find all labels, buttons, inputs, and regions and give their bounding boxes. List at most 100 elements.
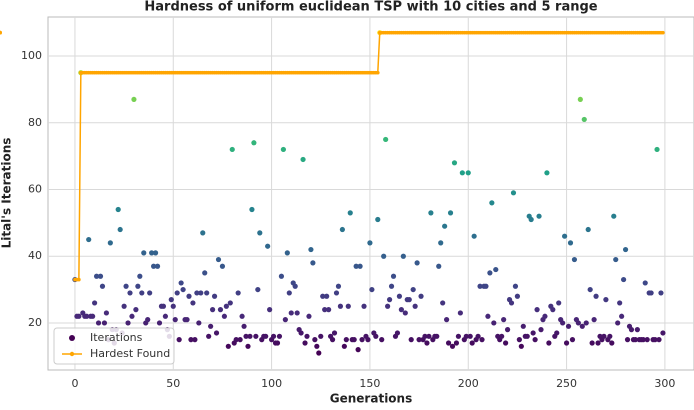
scatter-point xyxy=(512,283,519,289)
scatter-point xyxy=(267,307,273,313)
scatter-point xyxy=(314,343,320,349)
scatter-point xyxy=(520,323,526,329)
scatter-point xyxy=(477,283,483,289)
scatter-point xyxy=(485,313,491,319)
scatter-point xyxy=(453,340,460,346)
scatter-point xyxy=(569,337,576,343)
scatter-point xyxy=(316,350,322,356)
scatter-point xyxy=(471,233,477,239)
scatter-point xyxy=(147,290,153,296)
scatter-point xyxy=(385,303,391,309)
scatter-point xyxy=(235,290,241,296)
scatter-point xyxy=(475,333,481,339)
scatter-point xyxy=(510,190,517,196)
scatter-point xyxy=(416,337,422,343)
line-marker xyxy=(0,30,2,35)
line-marker xyxy=(77,277,81,282)
scatter-point xyxy=(93,273,100,279)
scatter-point xyxy=(97,273,104,279)
scatter-point xyxy=(245,343,251,349)
scatter-point xyxy=(615,320,621,326)
scatter-point xyxy=(355,347,361,353)
scatter-point xyxy=(127,290,133,296)
scatter-point xyxy=(383,136,389,143)
scatter-point xyxy=(196,320,202,326)
scatter-point xyxy=(149,250,155,256)
scatter-point xyxy=(593,293,599,299)
scatter-point xyxy=(562,233,568,239)
scatter-point xyxy=(133,307,139,313)
scatter-point xyxy=(308,246,314,253)
scatter-point xyxy=(516,337,522,343)
legend-marker xyxy=(69,335,75,341)
x-tick-label: 150 xyxy=(359,377,380,390)
scatter-point xyxy=(518,343,524,349)
scatter-point xyxy=(302,340,308,346)
scatter-point xyxy=(90,313,96,319)
scatter-point xyxy=(215,256,222,263)
scatter-point xyxy=(339,226,345,233)
scatter-point xyxy=(288,310,294,316)
scatter-point xyxy=(428,210,434,216)
scatter-point xyxy=(263,333,269,339)
scatter-point xyxy=(95,320,102,326)
scatter-point xyxy=(101,320,108,326)
scatter-point xyxy=(514,293,521,299)
scatter-point xyxy=(587,286,593,293)
scatter-point xyxy=(536,213,542,219)
scatter-point xyxy=(591,317,597,323)
scatter-point xyxy=(654,146,660,153)
scatter-point xyxy=(560,320,566,326)
scatter-point xyxy=(141,250,147,256)
scatter-point xyxy=(103,310,110,316)
scatter-point xyxy=(438,240,444,246)
scatter-point xyxy=(217,307,224,313)
scatter-point xyxy=(617,300,623,306)
scatter-point xyxy=(257,230,263,236)
scatter-point xyxy=(444,317,450,323)
scatter-point xyxy=(483,283,489,289)
scatter-point xyxy=(459,170,465,176)
scatter-point xyxy=(365,337,371,343)
scatter-point xyxy=(493,266,499,273)
scatter-point xyxy=(577,96,583,103)
plot-area xyxy=(47,16,694,371)
scatter-point xyxy=(628,327,635,333)
scatter-point xyxy=(160,303,167,309)
scatter-point xyxy=(243,333,249,339)
scatter-point xyxy=(418,293,424,299)
x-tick-label: 0 xyxy=(71,377,78,390)
scatter-point xyxy=(265,243,271,249)
scatter-point xyxy=(341,343,347,349)
scatter-point xyxy=(465,170,471,176)
scatter-point xyxy=(209,307,216,313)
scatter-point xyxy=(318,333,324,339)
scatter-point xyxy=(223,303,229,309)
scatter-point xyxy=(601,333,607,339)
scatter-point xyxy=(174,290,180,296)
scatter-point xyxy=(402,310,408,316)
scatter-point xyxy=(211,293,218,299)
scatter-point xyxy=(487,270,493,276)
scatter-point xyxy=(524,333,530,339)
scatter-point xyxy=(575,320,581,326)
scatter-point xyxy=(390,273,397,279)
scatter-point xyxy=(176,337,182,343)
scatter-point xyxy=(394,330,401,336)
scatter-point xyxy=(571,256,578,263)
scatter-point xyxy=(449,343,456,349)
scatter-point xyxy=(351,337,357,343)
scatter-point xyxy=(333,290,340,296)
x-axis-label: Generations xyxy=(330,392,412,406)
scatter-point xyxy=(180,286,186,293)
scatter-point xyxy=(229,146,235,153)
scatter-point xyxy=(200,230,206,236)
scatter-point xyxy=(304,333,310,339)
y-tick-label: 80 xyxy=(28,116,42,129)
y-tick-label: 40 xyxy=(28,249,42,262)
scatter-point xyxy=(237,337,243,343)
scatter-point xyxy=(396,293,403,299)
scatter-point xyxy=(434,333,440,339)
scatter-point xyxy=(451,160,458,166)
scatter-point xyxy=(156,320,163,326)
